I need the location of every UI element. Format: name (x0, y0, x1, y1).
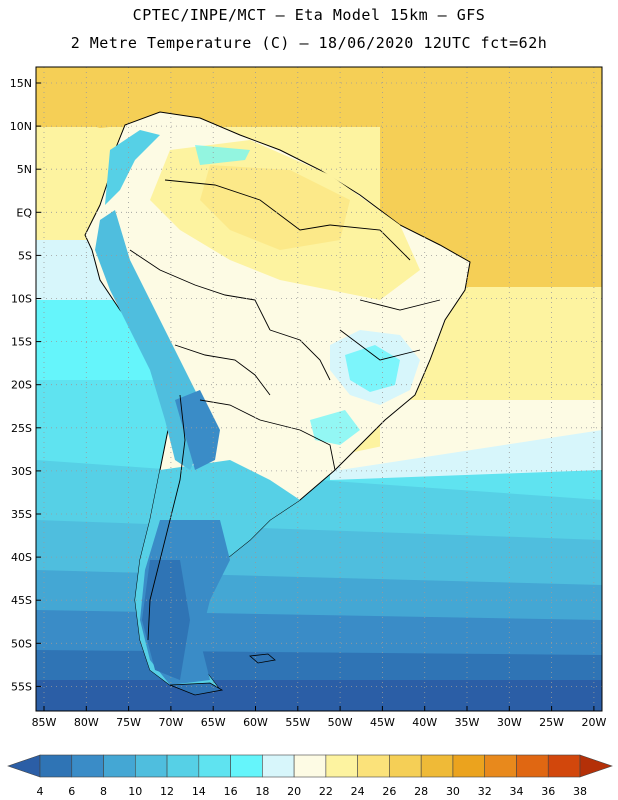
colorbar-cell (452, 754, 486, 778)
colorbar-cell (198, 754, 231, 778)
latitude-label: 10N (10, 120, 32, 133)
colorbar-min-arrow (7, 754, 41, 778)
latitude-labels: 15N 10N 5N EQ 5S 10S 15S 20S 25S 30S 35S 40S 45S 50S 5… (10, 77, 41, 693)
colorbar-tick-label: 4 (37, 785, 44, 798)
latitude-label: 15S (11, 336, 32, 349)
latitude-label: EQ (16, 206, 32, 219)
colorbar-tick-label: 20 (287, 785, 301, 798)
latitude-label: 20S (11, 379, 32, 392)
colorbar-cell (262, 754, 295, 778)
colorbar-tick-label: 32 (478, 785, 492, 798)
colorbar-cell (547, 754, 581, 778)
colorbar-tick-label: 8 (100, 785, 107, 798)
colorbar-tick-label: 34 (509, 785, 523, 798)
latitude-label: 40S (11, 551, 32, 564)
longitude-label: 30W (497, 716, 522, 729)
map-title: CPTEC/INPE/MCT – Eta Model 15km – GFS (132, 6, 486, 24)
longitude-label: 80W (74, 716, 99, 729)
colorbar-cell (103, 754, 136, 778)
longitude-label: 70W (158, 716, 183, 729)
longitude-label: 35W (455, 716, 480, 729)
colorbar-max-arrow (579, 754, 613, 778)
colorbar-cell (325, 754, 358, 778)
longitude-label: 40W (412, 716, 437, 729)
latitude-label: 35S (11, 508, 32, 521)
longitude-label: 75W (116, 716, 141, 729)
longitude-label: 20W (581, 716, 606, 729)
latitude-label: 45S (11, 594, 32, 607)
colorbar-tick-label: 36 (541, 785, 555, 798)
map-frame (35, 66, 603, 712)
longitude-label: 60W (243, 716, 268, 729)
latitude-label: 5S (18, 249, 32, 262)
latitude-label: 25S (11, 422, 32, 435)
colorbar-tick-label: 18 (255, 785, 269, 798)
colorbar-cell (484, 754, 517, 778)
colorbar-tick-label: 14 (192, 785, 206, 798)
colorbar-tick-label: 26 (382, 785, 396, 798)
colorbar-cell (357, 754, 390, 778)
latitude-label: 50S (11, 637, 32, 650)
colorbar-cell (39, 754, 73, 778)
colorbar-cell (134, 754, 168, 778)
colorbar-cell (389, 754, 422, 778)
longitude-label: 50W (328, 716, 353, 729)
map-fields (36, 67, 602, 711)
colorbar-tick-label: 24 (351, 785, 365, 798)
colorbar-tick-label: 10 (128, 785, 142, 798)
latitude-label: 30S (11, 465, 32, 478)
longitude-label: 55W (285, 716, 310, 729)
colorbar-cell (71, 754, 104, 778)
latitude-label: 10S (11, 293, 32, 306)
colorbar-tick-label: 28 (414, 785, 428, 798)
colorbar-cell (420, 754, 454, 778)
colorbar-tick-label: 30 (446, 785, 460, 798)
colorbar-cell (166, 754, 200, 778)
colorbar-cell (516, 754, 549, 778)
longitude-labels: 85W 80W 75W 70W 65W 60W 55W 50W 45W 40W 35W 30W 25W 2… (32, 706, 606, 729)
longitude-label: 65W (201, 716, 226, 729)
longitude-label: 45W (370, 716, 395, 729)
latitude-label: 55S (11, 680, 32, 693)
colorbar-tick-label: 38 (573, 785, 587, 798)
latitude-label: 5N (17, 163, 32, 176)
colorbar-tick-label: 12 (160, 785, 174, 798)
latitude-label: 15N (10, 77, 32, 90)
longitude-label: 85W (32, 716, 57, 729)
map-subtitle: 2 Metre Temperature (C) – 18/06/2020 12U… (70, 34, 548, 52)
colorbar-tick-label: 16 (224, 785, 238, 798)
colorbar-cell (230, 754, 263, 778)
longitude-label: 25W (539, 716, 564, 729)
colorbar-tick-label: 6 (68, 785, 75, 798)
colorbar-tick-label: 22 (319, 785, 333, 798)
colorbar-cell (293, 754, 327, 778)
